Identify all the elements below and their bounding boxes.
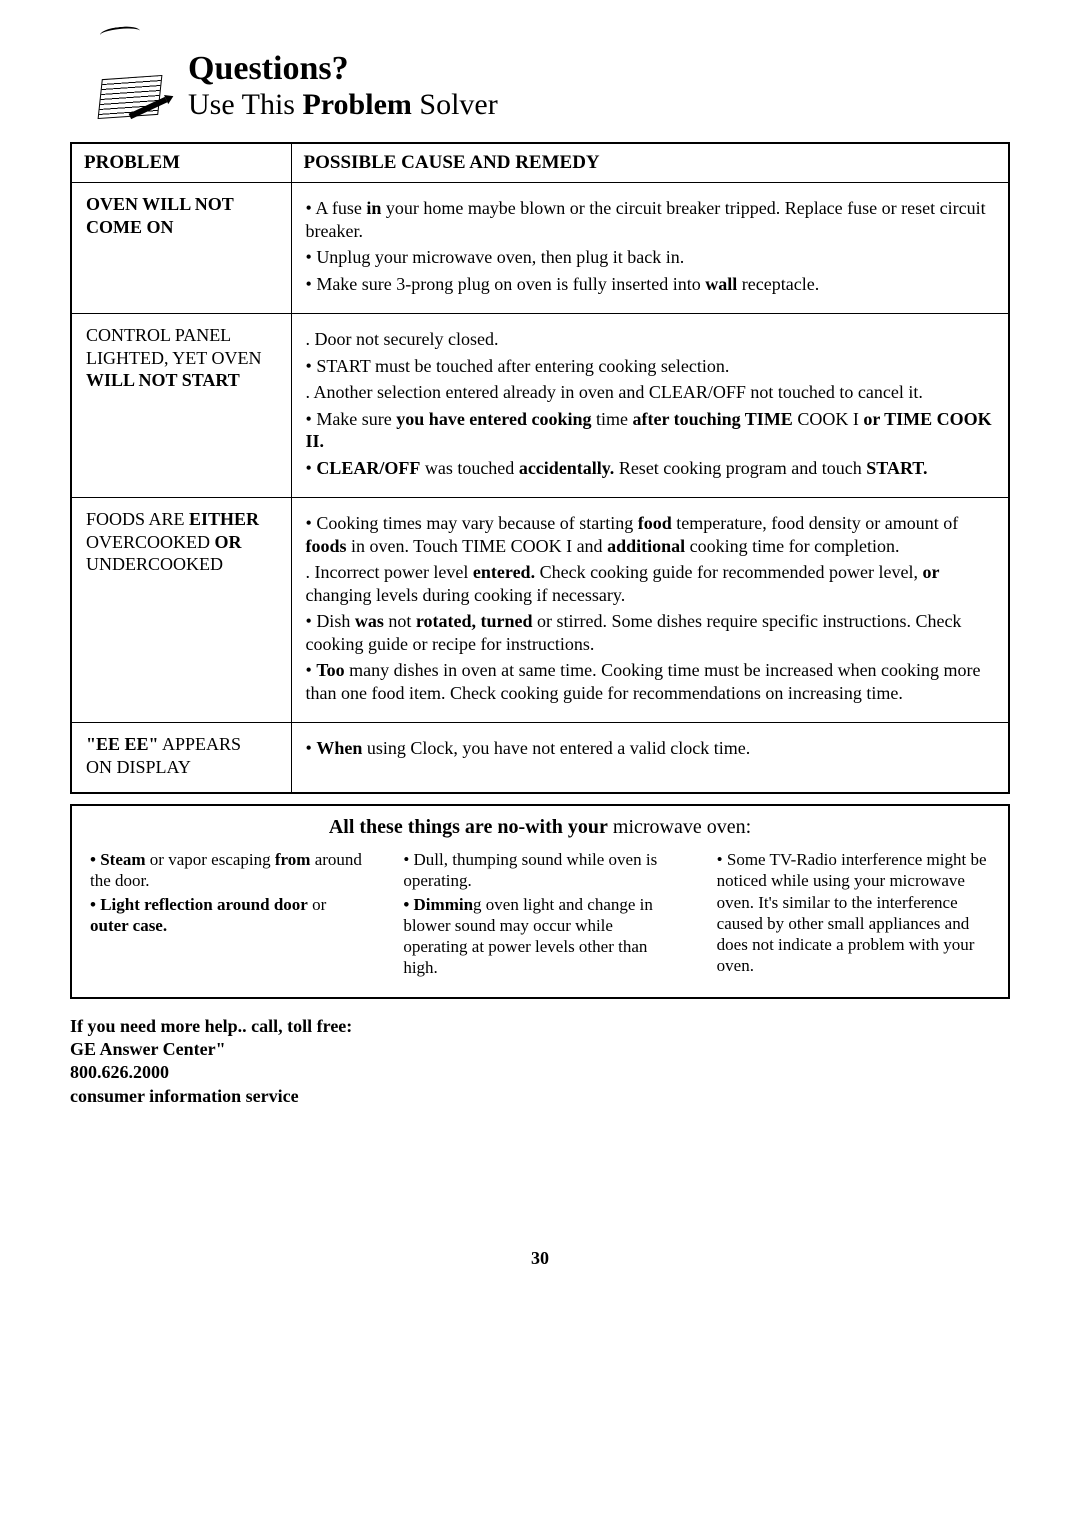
remedy-item: Make sure 3-prong plug on oven is fully … xyxy=(306,273,995,296)
remedy-item: Unplug your microwave oven, then plug it… xyxy=(306,246,995,269)
problem-cell: "EE EE" APPEARSON DISPLAY xyxy=(71,723,291,794)
remedy-item: Dish was not rotated, turned or stirred.… xyxy=(306,610,995,655)
col-header-remedy: POSSIBLE CAUSE AND REMEDY xyxy=(291,143,1009,183)
problem-cell: FOODS ARE EITHEROVERCOOKED ORUNDERCOOKED xyxy=(71,498,291,723)
notepad-icon xyxy=(100,51,170,121)
table-row: "EE EE" APPEARSON DISPLAY When using Cloc… xyxy=(71,723,1009,794)
remedy-item: CLEAR/OFF was touched accidentally. Rese… xyxy=(306,457,995,480)
table-row: FOODS ARE EITHEROVERCOOKED ORUNDERCOOKED… xyxy=(71,498,1009,723)
remedy-cell: Cooking times may vary because of starti… xyxy=(291,498,1009,723)
remedy-item: Incorrect power level entered. Check coo… xyxy=(306,561,995,606)
remedy-item: Make sure you have entered cooking time … xyxy=(306,408,995,453)
table-row: OVEN WILL NOTCOME ON A fuse in your home … xyxy=(71,183,1009,314)
table-row: CONTROL PANELLIGHTED, YET OVENWILL NOT S… xyxy=(71,314,1009,498)
normal-things-box: All these things are no-with your microw… xyxy=(70,804,1010,999)
header-title: Questions? xyxy=(188,50,498,88)
normal-item: • Steam or vapor escaping from around th… xyxy=(90,849,363,892)
footer-phone: 800.626.2000 xyxy=(70,1061,1010,1084)
normal-title: All these things are no-with your microw… xyxy=(90,816,990,839)
normal-item: • Some TV-Radio interference might be no… xyxy=(717,849,990,977)
page-number: 30 xyxy=(70,1248,1010,1269)
normal-col-1: • Steam or vapor escaping from around th… xyxy=(90,847,363,981)
normal-col-3: • Some TV-Radio interference might be no… xyxy=(717,847,990,981)
remedy-cell: Door not securely closed. START must be t… xyxy=(291,314,1009,498)
remedy-item: START must be touched after entering coo… xyxy=(306,355,995,378)
remedy-item: Cooking times may vary because of starti… xyxy=(306,512,995,557)
remedy-cell: When using Clock, you have not entered a… xyxy=(291,723,1009,794)
col-header-problem: PROBLEM xyxy=(71,143,291,183)
remedy-item: Door not securely closed. xyxy=(306,328,995,351)
normal-item: • Dimming oven light and change in blowe… xyxy=(403,894,676,979)
problem-solver-table: PROBLEM POSSIBLE CAUSE AND REMEDY OVEN W… xyxy=(70,142,1010,794)
remedy-cell: A fuse in your home maybe blown or the c… xyxy=(291,183,1009,314)
footer-line2: GE Answer Center" xyxy=(70,1038,1010,1061)
normal-col-2: • Dull, thumping sound while oven is ope… xyxy=(403,847,676,981)
remedy-item: Too many dishes in oven at same time. Co… xyxy=(306,659,995,704)
problem-cell: OVEN WILL NOTCOME ON xyxy=(71,183,291,314)
footer-line1: If you need more help.. call, toll free: xyxy=(70,1015,1010,1038)
remedy-item: When using Clock, you have not entered a… xyxy=(306,737,995,760)
remedy-item: Another selection entered already in ove… xyxy=(306,381,995,404)
footer-line3: consumer information service xyxy=(70,1085,1010,1108)
normal-item: • Light reflection around door or outer … xyxy=(90,894,363,937)
problem-cell: CONTROL PANELLIGHTED, YET OVENWILL NOT S… xyxy=(71,314,291,498)
remedy-item: A fuse in your home maybe blown or the c… xyxy=(306,197,995,242)
footer-help: If you need more help.. call, toll free:… xyxy=(70,1015,1010,1109)
normal-item: • Dull, thumping sound while oven is ope… xyxy=(403,849,676,892)
page-header: Questions? Use This Problem Solver xyxy=(70,50,1010,122)
header-subtitle: Use This Problem Solver xyxy=(188,88,498,122)
